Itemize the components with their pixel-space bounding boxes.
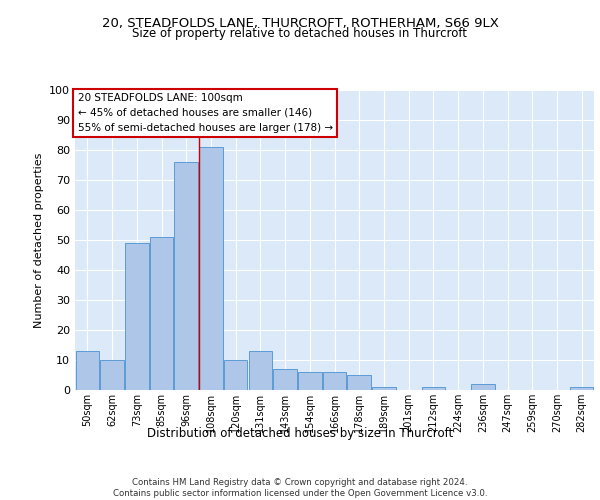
Bar: [125, 243, 149, 390]
Bar: [76, 351, 99, 390]
Y-axis label: Number of detached properties: Number of detached properties: [34, 152, 44, 328]
Text: 20, STEADFOLDS LANE, THURCROFT, ROTHERHAM, S66 9LX: 20, STEADFOLDS LANE, THURCROFT, ROTHERHA…: [101, 18, 499, 30]
Bar: [471, 384, 494, 390]
Bar: [422, 387, 445, 390]
Bar: [224, 360, 247, 390]
Bar: [150, 237, 173, 390]
Text: Distribution of detached houses by size in Thurcroft: Distribution of detached houses by size …: [147, 428, 453, 440]
Bar: [175, 162, 198, 390]
Text: Contains HM Land Registry data © Crown copyright and database right 2024.
Contai: Contains HM Land Registry data © Crown c…: [113, 478, 487, 498]
Bar: [298, 372, 322, 390]
Bar: [347, 375, 371, 390]
Bar: [100, 360, 124, 390]
Text: Size of property relative to detached houses in Thurcroft: Size of property relative to detached ho…: [133, 28, 467, 40]
Bar: [248, 351, 272, 390]
Bar: [199, 147, 223, 390]
Bar: [274, 369, 297, 390]
Text: 20 STEADFOLDS LANE: 100sqm
← 45% of detached houses are smaller (146)
55% of sem: 20 STEADFOLDS LANE: 100sqm ← 45% of deta…: [77, 93, 333, 132]
Bar: [323, 372, 346, 390]
Bar: [372, 387, 395, 390]
Bar: [570, 387, 593, 390]
